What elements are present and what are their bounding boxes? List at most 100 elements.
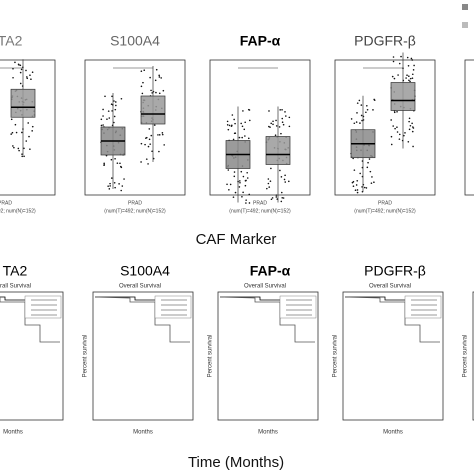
point [272,123,274,126]
point [409,124,412,127]
point [120,166,123,169]
point [411,73,414,76]
box [265,136,291,165]
point [113,181,116,184]
point [103,163,106,166]
count-label: (num(T)=492; num(N)=152) [0,208,36,214]
point [114,157,116,160]
point [150,134,153,137]
point [233,175,236,178]
point [390,135,393,138]
point [240,170,243,173]
point [26,76,28,78]
point [270,122,273,125]
point [226,124,229,126]
point [241,196,243,198]
point [114,101,117,103]
point [107,110,110,112]
point [398,133,401,136]
plot-frame [209,59,311,196]
box-title: FAP-α [240,33,281,49]
point [365,111,367,114]
y-label: Percent survival [83,335,89,378]
point [238,136,241,139]
point [269,180,272,182]
point [270,167,272,170]
legend-box [404,295,442,319]
point [242,110,244,112]
plot-frame [334,59,436,196]
survival-heading: Overall Survival [244,284,286,290]
point [151,92,153,94]
box-title: PDGFR-β [354,33,416,49]
point [350,118,353,120]
point [104,95,106,98]
legend-box [24,295,62,319]
point [268,110,270,112]
point [392,60,395,63]
point [411,130,414,133]
point [19,82,22,85]
point [396,111,398,113]
point [144,143,146,146]
point [245,199,247,201]
dataset-label: PRAD [128,200,142,206]
point [397,74,399,76]
point [103,162,105,165]
point [21,153,23,155]
point [408,120,410,123]
point [392,56,395,58]
point [396,126,398,128]
point [154,79,157,82]
point [366,108,369,111]
point [274,134,277,137]
point [269,126,271,128]
point [108,117,111,119]
point [31,71,34,74]
point [18,64,20,66]
point [31,125,34,128]
point [409,80,411,83]
point [351,181,354,184]
point [361,119,363,122]
point [155,91,157,94]
point [158,92,161,95]
point [120,189,122,192]
point [21,155,24,158]
point [243,128,246,131]
point [390,143,393,146]
point [11,131,14,134]
point [110,177,113,179]
point [280,176,283,178]
point [157,134,159,136]
point [113,121,115,124]
point [26,77,29,80]
point [398,138,401,140]
point [356,112,358,114]
point [403,134,405,137]
point [244,184,247,187]
point [354,189,357,192]
point [246,177,249,179]
point [247,137,250,140]
point [114,108,117,111]
survival-title: S100A4 [120,263,170,279]
point [359,122,361,124]
point [353,122,356,125]
plot-frame [472,291,474,421]
legend-box [154,295,192,319]
plot-frame [0,291,64,421]
point [239,180,241,182]
point [365,187,368,189]
point [408,117,411,120]
point [398,62,401,65]
point [412,69,415,71]
point [19,64,22,67]
point [10,118,13,121]
point [162,89,165,92]
point [272,120,274,123]
point [270,198,273,201]
y-label: Percent survival [208,335,214,378]
point [244,121,246,124]
point [412,127,415,129]
